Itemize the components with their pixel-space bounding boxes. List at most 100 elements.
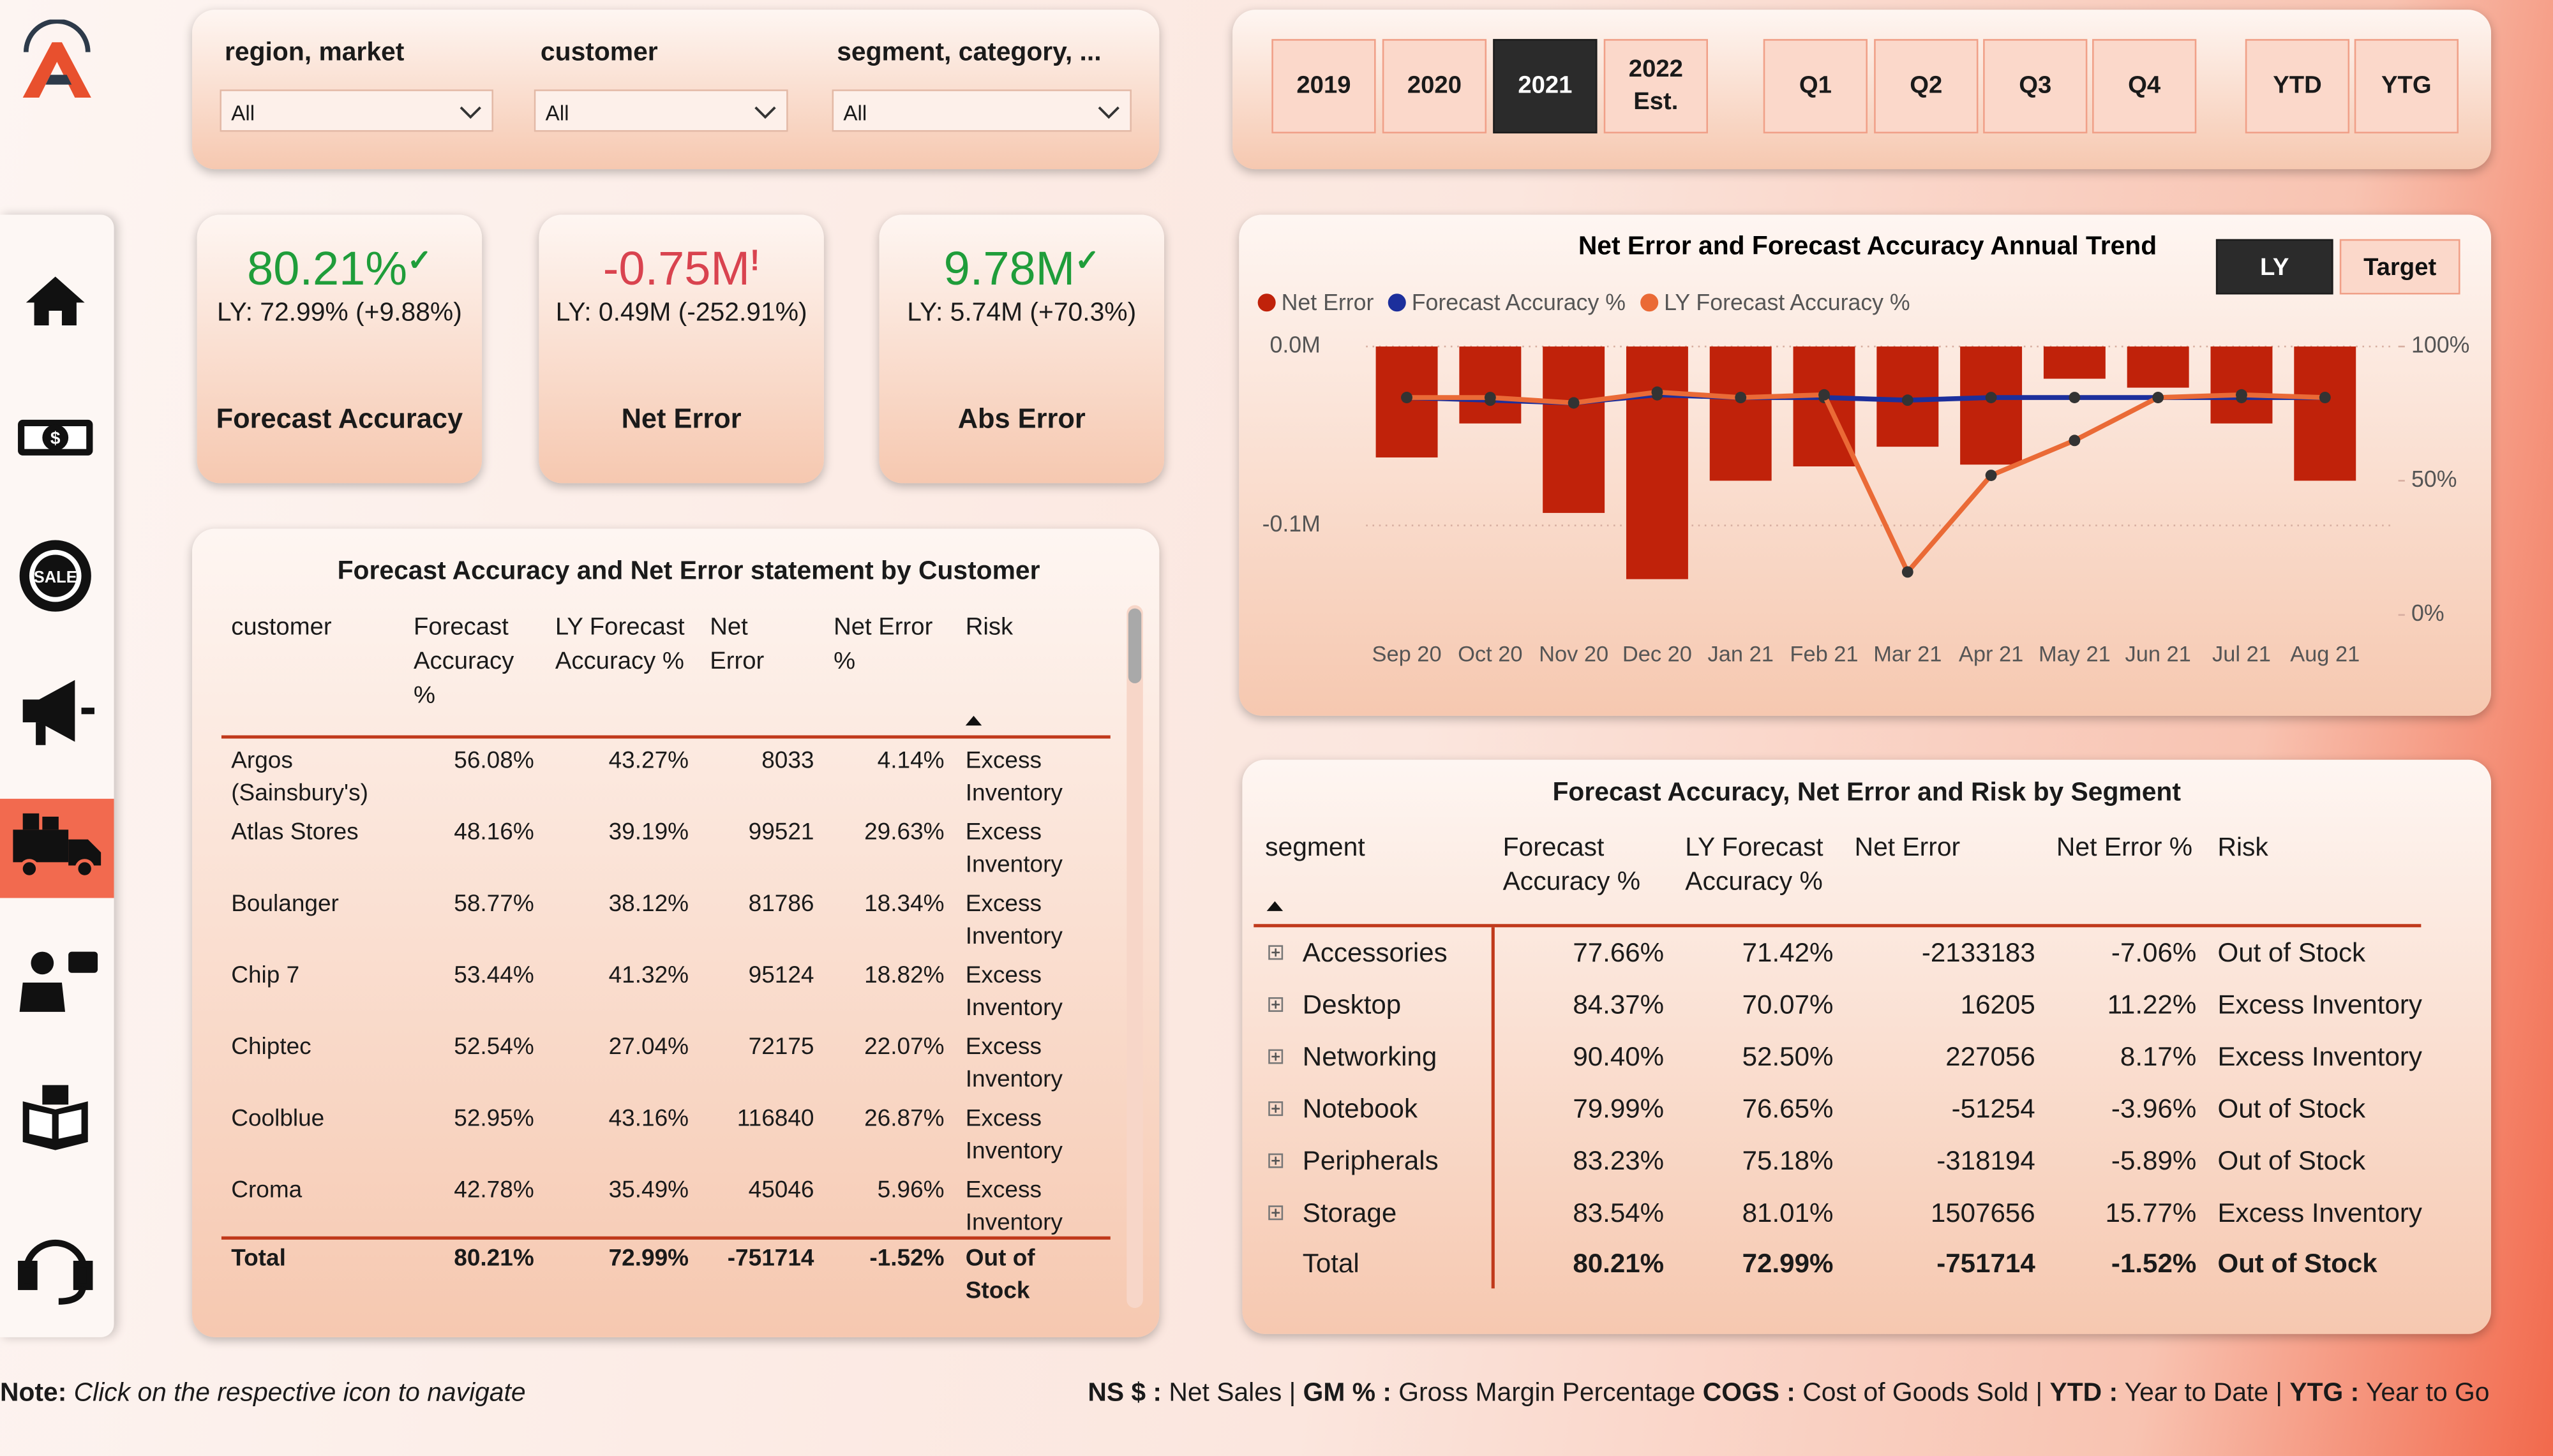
- expand-button[interactable]: [1268, 997, 1284, 1012]
- table-cell: -5.89%: [2111, 1147, 2197, 1177]
- scrollbar-track: [1127, 605, 1143, 1308]
- table-cell: 8033: [761, 748, 814, 775]
- table-cell: Excess Inventory: [965, 963, 1063, 1022]
- period-button[interactable]: Q1: [1763, 39, 1868, 134]
- period-button[interactable]: YTD: [2245, 39, 2350, 134]
- kpi-value-row: 9.78M✓: [880, 244, 1164, 297]
- legend-key: COGS :: [1702, 1379, 1795, 1408]
- kpi-value-row: 80.21%✓: [197, 244, 482, 297]
- column-header: Forecast Accuracy %: [413, 613, 514, 709]
- support-icon[interactable]: [18, 1239, 93, 1305]
- svg-text:$: $: [50, 428, 61, 448]
- table-cell: 70.07%: [1742, 990, 1834, 1020]
- x-tick-label: Feb 21: [1790, 643, 1858, 667]
- table-cell: 84.37%: [1573, 990, 1665, 1020]
- sale-icon[interactable]: SALE: [19, 540, 91, 612]
- period-button[interactable]: 2022 Est.: [1603, 39, 1708, 134]
- marketing-icon[interactable]: [22, 680, 94, 745]
- x-tick-label: Mar 21: [1873, 643, 1942, 667]
- x-tick-label: Nov 20: [1539, 643, 1608, 667]
- line-point: [2069, 392, 2081, 403]
- expand-button[interactable]: [1268, 1205, 1284, 1221]
- total-cell: 72.99%: [1742, 1249, 1834, 1279]
- dropdown-value: All: [843, 101, 867, 126]
- kpi-card: [539, 214, 824, 484]
- y2-tick-label: 100%: [2411, 332, 2469, 358]
- scrollbar-thumb[interactable]: [1128, 608, 1142, 683]
- toggle-button[interactable]: Target: [2339, 239, 2460, 295]
- table-cell: 52.50%: [1742, 1043, 1834, 1073]
- toggle-button[interactable]: LY: [2215, 239, 2333, 295]
- note-text: Click on the respective icon to navigate: [73, 1379, 526, 1408]
- kpi-comparison: LY: 5.74M (+70.3%): [907, 299, 1137, 327]
- expand-button[interactable]: [1268, 1153, 1284, 1168]
- total-cell: 72.99%: [608, 1246, 689, 1272]
- table-cell: 71.42%: [1742, 939, 1834, 969]
- table-cell: 227056: [1945, 1043, 2035, 1073]
- x-tick-label: Jul 21: [2212, 643, 2271, 667]
- line-point: [1818, 389, 1830, 401]
- dropdown[interactable]: All: [534, 89, 788, 132]
- dropdown-chevron: [1098, 106, 1119, 119]
- table-cell: 18.82%: [864, 963, 945, 990]
- table-cell: 16205: [1960, 990, 2035, 1020]
- executive-icon[interactable]: [19, 951, 98, 1012]
- table-cell: Atlas Stores: [231, 820, 359, 846]
- table-cell: 29.63%: [864, 820, 945, 846]
- logo: [22, 19, 91, 98]
- line-point: [1985, 392, 1997, 403]
- expand-button[interactable]: [1268, 1049, 1284, 1064]
- supply-chain-icon[interactable]: [13, 813, 101, 879]
- bar: [2127, 346, 2189, 388]
- table-cell: -318194: [1936, 1147, 2035, 1177]
- period-button[interactable]: Q2: [1874, 39, 1979, 134]
- line-point: [1484, 392, 1496, 403]
- expand-button[interactable]: [1268, 945, 1284, 960]
- table-cell: 38.12%: [608, 891, 689, 918]
- dropdown-value: All: [545, 101, 569, 126]
- kpi-label: Abs Error: [957, 403, 1086, 435]
- column-header: customer: [231, 613, 332, 641]
- line-point: [2069, 435, 2081, 447]
- table-cell: Out of Stock: [2217, 939, 2366, 969]
- note-label: Note:: [0, 1379, 67, 1408]
- period-button[interactable]: Q3: [1983, 39, 2088, 134]
- table-cell: 81786: [748, 891, 814, 918]
- catalog-icon[interactable]: [22, 1085, 88, 1150]
- table-cell: 5.96%: [877, 1177, 945, 1204]
- dropdown[interactable]: All: [220, 89, 493, 132]
- period-label: Q3: [2019, 71, 2052, 100]
- table-cell: 83.54%: [1573, 1199, 1665, 1229]
- home-icon[interactable]: [26, 276, 85, 325]
- table-cell: 83.23%: [1573, 1147, 1665, 1177]
- column-header: Net Error: [710, 613, 765, 676]
- line-point: [2152, 392, 2164, 403]
- line-point: [1901, 394, 1913, 406]
- y2-tick-label: 0%: [2411, 600, 2444, 626]
- line-point: [1735, 392, 1747, 403]
- period-button[interactable]: 2021: [1493, 39, 1598, 134]
- kpi-label: Forecast Accuracy: [216, 403, 463, 435]
- total-cell: Total: [231, 1246, 286, 1272]
- period-button[interactable]: 2019: [1271, 39, 1376, 134]
- x-tick-label: Sep 20: [1372, 643, 1442, 667]
- expand-button[interactable]: [1268, 1101, 1284, 1117]
- table-cell: 18.34%: [864, 891, 945, 918]
- chart-panel: [1239, 214, 2492, 716]
- table-cell: Networking: [1302, 1043, 1437, 1073]
- dropdown[interactable]: All: [832, 89, 1132, 132]
- legend-text: Cost of Goods Sold |: [1802, 1379, 2043, 1408]
- table-cell: 8.17%: [2120, 1043, 2197, 1073]
- period-button[interactable]: Q4: [2092, 39, 2197, 134]
- sales-icon[interactable]: $: [18, 419, 93, 456]
- column-divider: [1491, 927, 1494, 1289]
- period-button[interactable]: YTG: [2354, 39, 2459, 134]
- header-rule: [221, 735, 1111, 738]
- table-cell: 76.65%: [1742, 1094, 1834, 1124]
- table-cell: 48.16%: [454, 820, 534, 846]
- kpi-comparison: LY: 72.99% (+9.88%): [216, 299, 462, 327]
- expand-plus-v: [1275, 1156, 1276, 1165]
- period-button[interactable]: 2020: [1382, 39, 1487, 134]
- total-cell: -751714: [727, 1246, 814, 1272]
- chart-title: Net Error and Forecast Accuracy Annual T…: [1578, 230, 2157, 260]
